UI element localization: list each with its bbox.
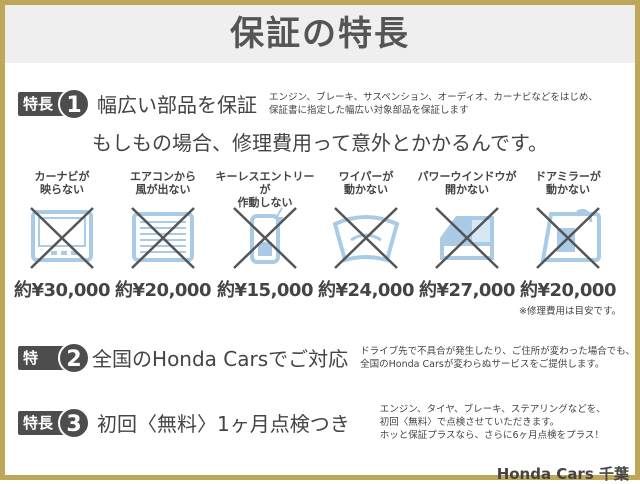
repair-price: 約¥30,000: [14, 280, 110, 301]
feature-badge: 特長 2: [18, 341, 90, 391]
wiper-icon: [332, 207, 400, 269]
repair-label: カーナビが 映らない: [34, 170, 90, 196]
cross-mark: [233, 207, 297, 269]
repair-label: キーレスエントリーが 作動しない: [215, 170, 315, 209]
repair-item: エアコンから 風が出ない 約¥20,000: [111, 170, 215, 302]
repair-price: 約¥24,000: [318, 280, 414, 301]
feature-heading: 全国のHonda Carsでご対応: [92, 347, 349, 371]
air-conditioner-icon: [131, 207, 195, 269]
feature-badge: 特長 3: [18, 406, 90, 439]
feature-badge: 特長 1: [18, 87, 90, 120]
page-title: 保証の特長: [5, 5, 635, 63]
repair-price: 約¥27,000: [419, 280, 515, 301]
feature-description: ドライブ先で不具合が発生したり、ご住所が変わった場合でも、 全国のHonda Ca…: [360, 345, 635, 370]
feature-2: 特長 2 全国のHonda Carsでご対応 ドライブ先で不具合が発生したり、ご住…: [18, 341, 635, 391]
cross-mark: [435, 207, 499, 269]
door-mirror-icon: [536, 207, 601, 269]
cross-mark: [131, 207, 195, 269]
feature-description: エンジン、ブレーキ、サスペンション、オーディオ、カーナビなどをはじめ、 保証書に指…: [269, 91, 598, 116]
cross-mark: [334, 207, 398, 269]
feature-description: エンジン、タイヤ、ブレーキ、ステアリングなどを、 初回〈無料〉で点検させていただき…: [379, 404, 606, 441]
cross-mark: [30, 207, 94, 269]
feature-1: 特長 1 幅広い部品を保証 エンジン、ブレーキ、サスペンション、オーディオ、カーナ…: [18, 87, 598, 120]
dealer-logo: Honda Cars 千葉: [496, 465, 629, 483]
repair-item: パワーウインドウが 開かない 約¥27,000: [415, 170, 519, 302]
repair-label: ワイパーが 動かない: [338, 170, 394, 196]
cross-mark: [536, 207, 600, 269]
repair-label: ドアミラーが 動かない: [535, 170, 601, 196]
repair-item: カーナビが 映らない 約¥30,000: [10, 170, 114, 302]
feature-3: 特長 3 初回〈無料〉1ヶ月点検つき エンジン、タイヤ、ブレーキ、ステアリングなど…: [18, 403, 606, 442]
repair-cost-note: ※修理費用は目安です。: [518, 306, 621, 317]
tagline: もしもの場合、修理費用って意外とかかるんです。: [92, 131, 548, 155]
repair-label: エアコンから 風が出ない: [130, 170, 196, 196]
repair-label: パワーウインドウが 開かない: [417, 170, 517, 196]
repair-price: 約¥20,000: [115, 280, 211, 301]
repair-price: 約¥20,000: [520, 280, 616, 301]
feature-heading: 幅広い部品を保証: [97, 93, 258, 117]
repair-item: ドアミラーが 動かない 約¥20,000: [516, 170, 620, 302]
car-navi-icon: [30, 207, 94, 269]
repair-item: ワイパーが 動かない 約¥24,000: [314, 170, 418, 302]
feature-heading: 初回〈無料〉1ヶ月点検つき: [97, 412, 350, 436]
repair-item: キーレスエントリーが 作動しない 約¥15,000: [213, 170, 317, 302]
power-window-icon: [435, 207, 499, 269]
keyless-remote-icon: [233, 207, 297, 269]
repair-price: 約¥15,000: [217, 280, 313, 301]
